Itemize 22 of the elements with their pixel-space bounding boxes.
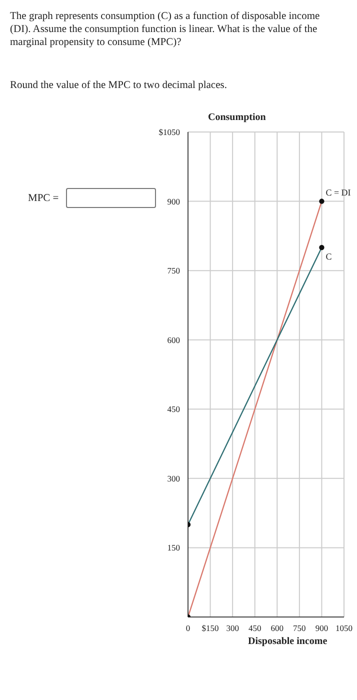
y-tick-label: 750 (167, 266, 180, 276)
x-axis-title: Disposable income (248, 636, 328, 647)
text: MPC = (28, 193, 59, 204)
chart-title: The graph represents consumption (C) as a function of disposable income (DI). Assume the consumption function is linear. What is the value of the marginal propensity to consume (MPC)? (10, 10, 321, 49)
x-tick-label: 900 (315, 623, 328, 634)
x-tick-label: 1050 (336, 623, 352, 634)
x-tick-label: 0 (186, 623, 190, 634)
y-tick-label: 900 (167, 196, 180, 206)
y-axis-title: Consumption (208, 112, 266, 123)
y-tick-label: 300 (167, 473, 180, 484)
y-tick-label: $1050 (158, 127, 180, 138)
x-tick-label: 600 (270, 623, 284, 634)
text: Round the value of the MPC to two decimal places. (10, 80, 228, 91)
series-label: C (326, 251, 332, 262)
x-tick-label: 450 (248, 623, 262, 634)
x-tick-label: 750 (293, 623, 306, 634)
x-tick-label: $150 (202, 623, 219, 634)
x-tick-label: 300 (226, 623, 239, 634)
y-tick-label: 450 (167, 404, 180, 414)
series-label: C = DI (326, 187, 351, 198)
y-tick-label: 600 (167, 334, 180, 345)
y-tick-label: 150 (167, 542, 180, 553)
